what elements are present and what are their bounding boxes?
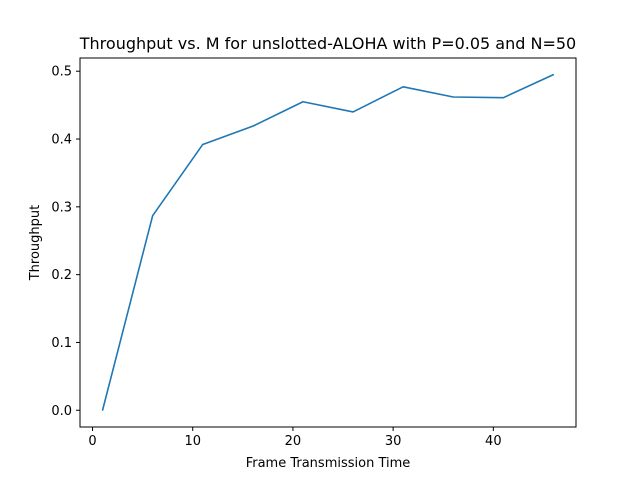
data-point [101, 409, 104, 411]
x-axis-label: Frame Transmission Time [246, 456, 411, 471]
data-point [302, 101, 304, 103]
x-tick-label: 0 [88, 434, 96, 449]
data-point [202, 143, 204, 146]
y-axis-ticks: 0.0 0.1 0.2 0.3 0.4 0.5 [51, 65, 80, 419]
x-tick-label: 20 [285, 434, 302, 449]
data-point [402, 86, 404, 88]
y-tick-label: 0.1 [51, 336, 72, 351]
plot-area [101, 73, 555, 411]
data-point [502, 97, 504, 99]
x-tick-label: 40 [485, 434, 502, 449]
data-point [252, 125, 254, 127]
y-tick-label: 0.4 [51, 133, 72, 148]
y-tick-label: 0.5 [51, 65, 72, 80]
x-tick-label: 30 [385, 434, 402, 449]
x-axis-ticks: 0 10 20 30 40 [88, 427, 502, 449]
x-tick-label: 10 [184, 434, 201, 449]
data-point [352, 111, 354, 113]
data-point [552, 74, 555, 76]
y-tick-label: 0.3 [51, 200, 72, 215]
data-point [152, 215, 154, 217]
axes-frame [79, 57, 577, 428]
y-axis-label: Throughput [28, 205, 43, 282]
chart-title: Throughput vs. M for unslotted-ALOHA wit… [79, 34, 576, 53]
y-tick-label: 0.2 [51, 268, 72, 283]
data-point [452, 96, 454, 98]
series-line [101, 73, 554, 411]
y-tick-label: 0.0 [51, 404, 72, 419]
